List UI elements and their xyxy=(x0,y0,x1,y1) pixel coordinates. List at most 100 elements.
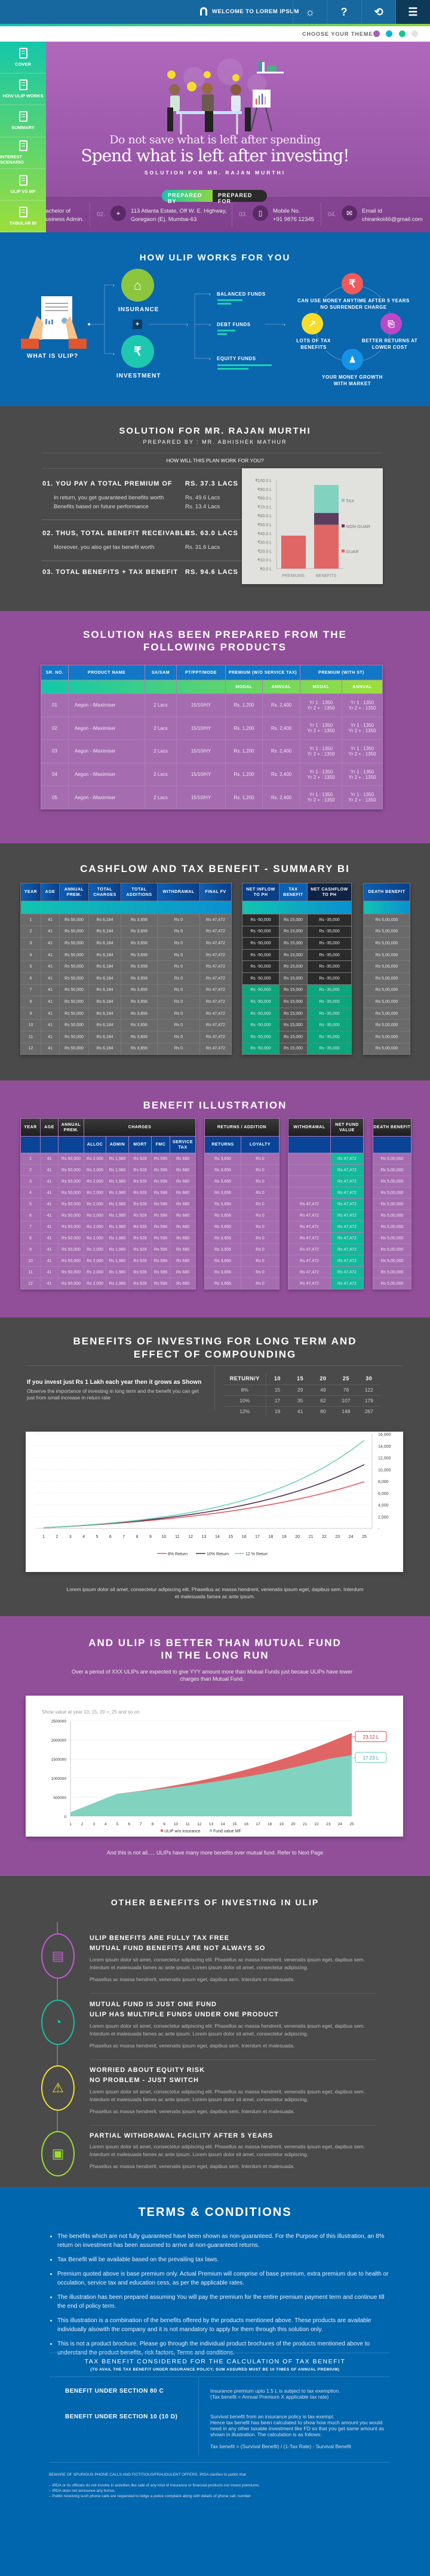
sidebar-item-label: TABULAR BI xyxy=(9,220,37,226)
table-cell: Rs 2,000 xyxy=(84,1153,106,1165)
table-cell: Rs -35,000 xyxy=(307,925,352,938)
table-cell: 29 xyxy=(288,1384,312,1396)
benefit-description: Lorem ipsum dolor sit amet, consectetur … xyxy=(90,1956,376,1984)
table-cell: Rs 47,472 xyxy=(330,1209,364,1221)
theme-blue-swatch[interactable] xyxy=(386,30,392,37)
y-tick-label: 8,000 xyxy=(378,1480,389,1484)
table-row: Rs 5,00,000 xyxy=(373,1255,411,1267)
table-cell: Rs 928 xyxy=(128,1278,152,1289)
warning-icon: ⚠ xyxy=(41,2065,75,2111)
table-cell: Rs 47,472 xyxy=(288,1209,331,1221)
table-row: Rs 47,472 xyxy=(288,1164,364,1176)
table-row: 11 41 Rs 50,000 Rs 2,000 Rs 1,980 Rs 928 Rs 59… xyxy=(20,1266,196,1278)
theme-purple-swatch[interactable] xyxy=(373,30,380,37)
table-cell: 41 xyxy=(40,1153,59,1165)
theme-grey-swatch[interactable] xyxy=(411,30,418,37)
sidebar-item-label: ULIP VS MF xyxy=(10,188,36,194)
table-cell: 41 xyxy=(41,914,60,926)
y-tick-label: 10,000 xyxy=(378,1468,391,1472)
menu-button[interactable]: ☰ xyxy=(395,0,430,24)
table-cell: Yr 1 : 1350 Yr 2 + : 1350 xyxy=(342,716,383,741)
terms-item: Premium quoted above is base premium onl… xyxy=(57,2270,394,2288)
table-row: Rs 5,00,000 xyxy=(363,984,410,997)
bar-guar xyxy=(281,535,306,569)
theme-green-swatch[interactable] xyxy=(399,30,406,37)
table-cell: Rs 3,656 xyxy=(121,937,158,950)
column-header: RETURNS xyxy=(204,1136,241,1153)
table-cell: Rs 47,472 xyxy=(199,984,232,997)
fund-debt-label: DEBT FUNDS xyxy=(217,322,251,327)
divider xyxy=(49,2462,390,2463)
help-button[interactable]: ? xyxy=(327,0,361,24)
table-cell: Rs 47,472 xyxy=(330,1153,364,1165)
divider xyxy=(90,2125,376,2126)
table-row: 10% 17 35 62 107 179 xyxy=(224,1395,380,1407)
tax-benefit-value: Rs. 31.6 Lacs xyxy=(185,544,220,551)
table-cell: 41 xyxy=(41,1019,60,1031)
y-tick-label: 2000000 xyxy=(51,1739,67,1743)
svg-text:›: › xyxy=(186,322,188,327)
column-header: SR. NO. xyxy=(41,665,69,680)
column-header: DEATH BENEFIT xyxy=(373,1118,411,1137)
table-cell: Rs 50,000 xyxy=(59,1030,89,1043)
table-row: Rs 5,00,000 xyxy=(363,1030,410,1043)
table-cell: 41 xyxy=(40,1187,59,1199)
table-cell: Rs. 1,200 xyxy=(225,785,263,809)
table-cell: Rs 5,00,000 xyxy=(363,996,410,1008)
table-row: Rs 5,00,000 xyxy=(373,1221,411,1233)
table-row: Rs 47,472 Rs 47,472 xyxy=(288,1221,364,1233)
table-cell: Rs 5,00,000 xyxy=(373,1221,411,1233)
table-cell: Rs 50,000 xyxy=(59,1042,89,1055)
compounding-footer: Lorem ipsum dolor sit amet, consectetur … xyxy=(66,1586,364,1599)
table-cell: Rs 47,472 xyxy=(199,1042,232,1055)
column-header: 10 xyxy=(266,1374,289,1385)
table-cell: Rs 47,472 xyxy=(199,996,232,1008)
location-pin-icon: ⌖ xyxy=(110,205,126,221)
benefit-description: Lorem ipsum dolor sit amet, consectetur … xyxy=(90,2022,376,2050)
table-cell: Rs 928 xyxy=(128,1221,152,1233)
table-cell: Rs -50,000 xyxy=(242,914,280,926)
divider xyxy=(214,1365,215,1411)
table-cell: Rs 50,000 xyxy=(59,948,89,962)
table-cell: 41 xyxy=(41,1042,60,1055)
sidebar-item[interactable]: SUMMARY xyxy=(0,105,46,137)
table-cell: Rs 6,184 xyxy=(88,972,121,985)
settings-button[interactable]: ☼ xyxy=(293,0,327,24)
logout-icon: ⟲ xyxy=(374,5,383,18)
table-row: 8 41 Rs 50,000 Rs 6,184 Rs 3,656 Rs 0 Rs 47,47… xyxy=(20,996,232,1008)
table-row: Rs 5,00,000 xyxy=(363,925,410,938)
svg-text:›: › xyxy=(113,351,115,357)
table-cell: 41 xyxy=(41,972,60,985)
column-header xyxy=(20,1136,41,1153)
table-cell: Rs 3,656 xyxy=(121,1007,158,1020)
column-header: ANNUAL PREM. xyxy=(59,883,89,901)
tab-prepared-by[interactable]: PREPARED BY xyxy=(162,190,213,204)
sidebar-item[interactable]: ULIP VS MF xyxy=(0,169,46,201)
column-header: PREMIUM (W/O SERVICE TAX) xyxy=(225,665,301,680)
mobile-phone-icon: ▯ xyxy=(253,205,268,221)
table-cell: Rs 3,656 xyxy=(121,1030,158,1043)
logout-button[interactable]: ⟲ xyxy=(361,0,395,24)
table-cell: Rs 1,980 xyxy=(106,1221,129,1233)
table-row: Rs 3,656 Rs 0 xyxy=(204,1255,280,1267)
table-cell: Rs 3,656 xyxy=(121,914,158,926)
table-cell: 41 xyxy=(40,1221,59,1233)
sidebar-item[interactable]: HOW ULIP WORKS xyxy=(0,73,46,106)
premium-label: 01. YOU PAY A TOTAL PREMIUM OF xyxy=(42,480,173,487)
guaranteed-value: Rs. 49.6 Lacs xyxy=(185,495,220,501)
series-line xyxy=(43,1464,365,1528)
benefit-description: Lorem ipsum dolor sit amet, consectetur … xyxy=(90,2143,376,2170)
table-cell: 9 xyxy=(20,1007,41,1020)
sidebar-item[interactable]: TABULAR BI xyxy=(0,201,46,232)
table-cell: 41 xyxy=(41,1030,60,1043)
table-cell: Rs 928 xyxy=(128,1153,152,1165)
table-cell: Rs 50,000 xyxy=(59,972,89,985)
sidebar-item[interactable]: INTEREST SCENARIO xyxy=(0,137,46,169)
table-cell: 12 xyxy=(20,1278,41,1289)
table-row: 8 41 Rs 50,000 Rs 2,000 Rs 1,980 Rs 928 Rs 596… xyxy=(20,1232,196,1244)
sidebar-item[interactable]: COVER xyxy=(0,42,46,74)
table-row: Rs 3,656 Rs 0 xyxy=(204,1209,280,1221)
table-cell: Rs 50,000 xyxy=(58,1255,84,1267)
tab-prepared-for[interactable]: PREPARED FOR xyxy=(213,190,267,204)
table-cell: 8% xyxy=(224,1384,266,1396)
